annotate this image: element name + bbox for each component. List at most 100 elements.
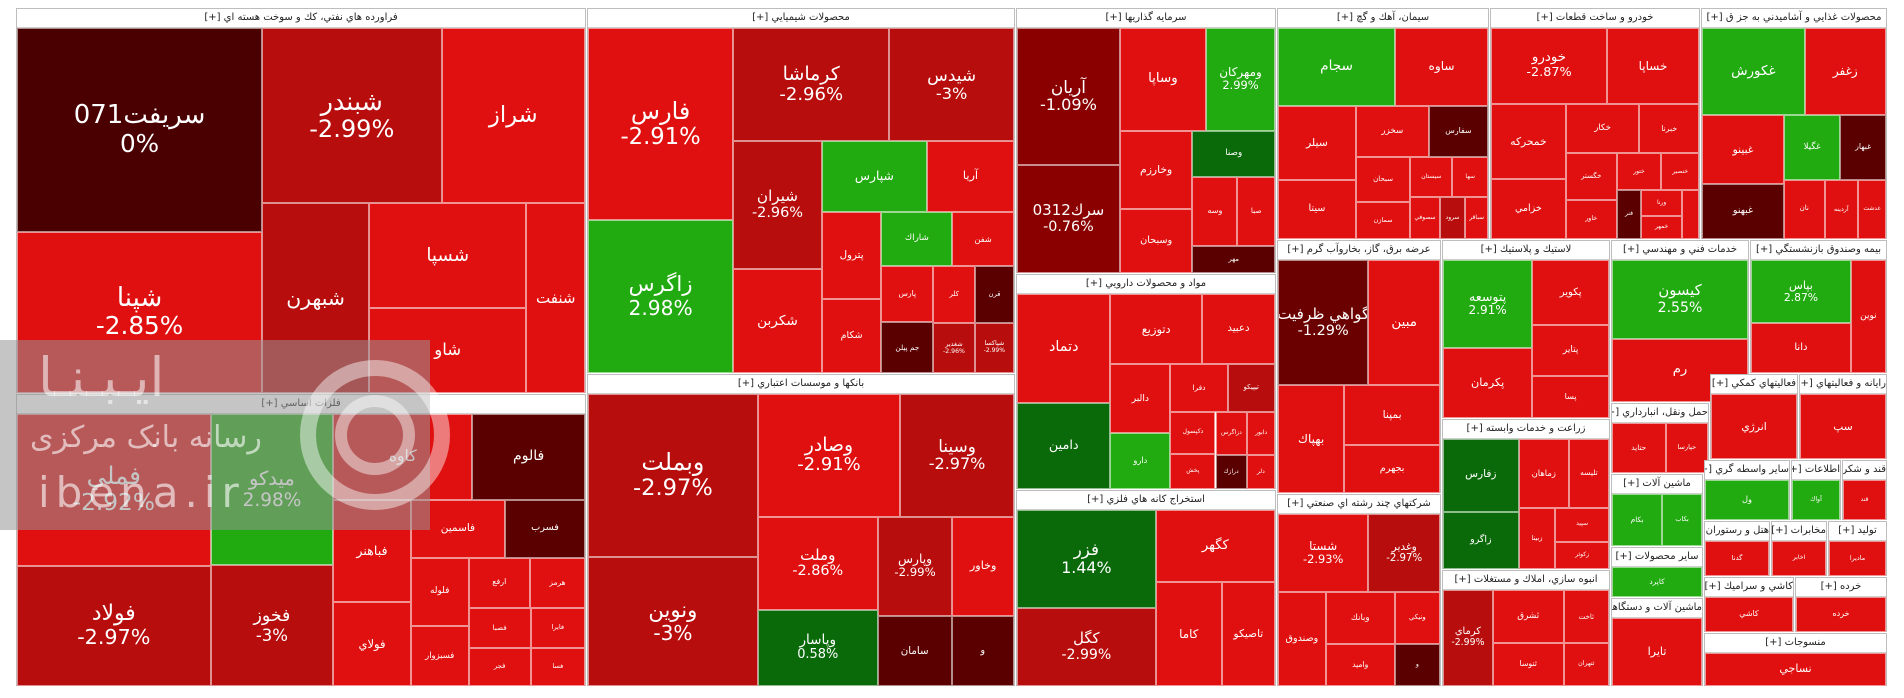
stock-cell[interactable]: خرده bbox=[1796, 597, 1886, 632]
stock-cell[interactable]: نان bbox=[1783, 179, 1825, 239]
stock-cell[interactable]: زاگرس 2.98% bbox=[588, 220, 734, 373]
stock-cell[interactable]: كرماي -2.99% bbox=[1443, 590, 1493, 686]
stock-cell[interactable]: ثاخت bbox=[1563, 590, 1609, 644]
stock-cell[interactable]: غدشت bbox=[1858, 179, 1886, 239]
stock-cell[interactable]: سفارس bbox=[1428, 105, 1488, 157]
stock-cell[interactable]: ثشرق bbox=[1492, 590, 1564, 644]
sector-title[interactable]: ساير واسطه گري [+] bbox=[1705, 461, 1789, 480]
stock-cell[interactable]: وساپا bbox=[1119, 28, 1207, 131]
stock-cell[interactable]: بجهرم bbox=[1344, 444, 1440, 493]
stock-cell[interactable]: شنفت bbox=[526, 203, 585, 393]
stock-cell[interactable]: تاصيكو bbox=[1221, 582, 1275, 686]
stock-cell[interactable]: فملي -2.92% bbox=[17, 414, 211, 566]
stock-cell[interactable]: ومهركان 2.99% bbox=[1206, 28, 1275, 131]
stock-cell[interactable]: مهر bbox=[1192, 246, 1275, 273]
stock-cell[interactable]: فالوم bbox=[472, 414, 585, 500]
sector-title[interactable]: توليد [+] bbox=[1829, 522, 1886, 541]
stock-cell[interactable]: زفارس bbox=[1443, 439, 1519, 512]
stock-cell[interactable]: فسرب bbox=[505, 499, 585, 558]
stock-cell[interactable]: سپ bbox=[1800, 394, 1886, 459]
stock-cell[interactable]: پتوسعه 2.91% bbox=[1443, 260, 1533, 349]
stock-cell[interactable]: شبهرن bbox=[262, 203, 369, 393]
sector-title[interactable]: رايانه و فعاليتهاي [+] bbox=[1800, 375, 1886, 394]
stock-cell[interactable]: شستا -2.93% bbox=[1278, 514, 1369, 593]
stock-cell[interactable]: دامين bbox=[1017, 402, 1111, 489]
stock-cell[interactable]: وبملت -2.97% bbox=[588, 394, 758, 557]
sector-title[interactable]: عرضه برق، گاز، بخاروآب گرم [+] bbox=[1278, 241, 1440, 260]
stock-cell[interactable]: ول bbox=[1705, 480, 1789, 520]
stock-cell[interactable]: فارس -2.91% bbox=[588, 28, 734, 221]
stock-cell[interactable]: وصندوق bbox=[1278, 592, 1326, 686]
stock-cell[interactable]: شپارس bbox=[821, 140, 927, 213]
stock-cell[interactable]: گدنا bbox=[1705, 541, 1769, 576]
stock-cell[interactable]: شپنا -2.85% bbox=[17, 231, 263, 393]
sector-title[interactable]: كاشي و سراميك [+] bbox=[1705, 578, 1793, 597]
stock-cell[interactable]: دتوزيع bbox=[1110, 294, 1202, 365]
stock-cell[interactable]: سيلر bbox=[1278, 105, 1356, 180]
stock-cell[interactable]: شكربن bbox=[733, 269, 822, 373]
sector-title[interactable]: محصولات غذايي و آشاميدني به جز ق [+] bbox=[1702, 9, 1886, 28]
stock-cell[interactable]: آريان -1.09% bbox=[1017, 28, 1120, 165]
stock-cell[interactable]: كرماشا -2.96% bbox=[733, 28, 890, 141]
stock-cell[interactable]: سرود bbox=[1439, 196, 1466, 239]
stock-cell[interactable]: خبرنا bbox=[1639, 104, 1699, 154]
stock-cell[interactable]: فنر bbox=[1616, 190, 1642, 239]
stock-cell[interactable]: شاو bbox=[368, 307, 527, 393]
sector-title[interactable]: قند و شكر [+] bbox=[1843, 461, 1886, 480]
stock-cell[interactable]: كگل -2.99% bbox=[1017, 608, 1156, 686]
stock-cell[interactable]: سباقر bbox=[1465, 196, 1488, 239]
stock-cell[interactable]: ونيكي bbox=[1394, 592, 1440, 644]
stock-cell[interactable]: فخوز -3% bbox=[210, 565, 334, 686]
stock-cell[interactable]: آريا bbox=[927, 140, 1014, 213]
sector-title[interactable]: استخراج كانه هاي فلزي [+] bbox=[1017, 491, 1275, 510]
stock-cell[interactable]: اخابر bbox=[1772, 541, 1826, 576]
stock-cell[interactable]: غبهنو bbox=[1702, 183, 1784, 239]
stock-cell[interactable]: خزامي bbox=[1491, 179, 1566, 239]
stock-cell[interactable]: وملت -2.86% bbox=[757, 516, 878, 611]
sector-title[interactable]: فعاليتهاي كمكي [+] bbox=[1711, 375, 1797, 394]
stock-cell[interactable]: شيدس -3% bbox=[889, 28, 1014, 141]
stock-cell[interactable]: خساپا bbox=[1607, 28, 1699, 105]
stock-cell[interactable]: پارس bbox=[881, 265, 934, 323]
stock-cell[interactable]: وصنا bbox=[1192, 130, 1275, 177]
stock-cell[interactable]: تليسه bbox=[1568, 439, 1609, 508]
stock-cell[interactable]: دزاگرس bbox=[1215, 411, 1248, 456]
stock-cell[interactable]: سخزر bbox=[1355, 105, 1429, 157]
stock-cell[interactable]: حپارسا bbox=[1665, 423, 1708, 473]
stock-cell[interactable]: فزر 1.44% bbox=[1017, 510, 1156, 609]
stock-cell[interactable]: واميد bbox=[1325, 644, 1395, 686]
stock-cell[interactable]: زغفر bbox=[1804, 28, 1886, 116]
stock-cell[interactable]: زماهان bbox=[1518, 439, 1569, 508]
stock-cell[interactable]: فجر bbox=[468, 648, 531, 686]
sector-title[interactable]: فراورده هاي نفتي، كك و سوخت هسته اي [+] bbox=[17, 9, 585, 28]
stock-cell[interactable]: شفن bbox=[952, 212, 1014, 266]
sector-title[interactable]: فلزات اساسي [+] bbox=[17, 395, 585, 414]
stock-cell[interactable]: خنصير bbox=[1661, 153, 1699, 191]
stock-cell[interactable]: سيتا bbox=[1278, 179, 1356, 239]
stock-cell[interactable]: شكام bbox=[821, 299, 882, 373]
sector-title[interactable]: سرمايه گذاريها [+] bbox=[1017, 9, 1275, 28]
stock-cell[interactable]: زبينا bbox=[1518, 507, 1556, 569]
stock-cell[interactable]: ميدكو 2.98% bbox=[210, 414, 334, 566]
stock-cell[interactable]: زكوثر bbox=[1555, 541, 1609, 569]
stock-cell[interactable]: تيپيكو bbox=[1227, 364, 1275, 412]
stock-cell[interactable]: خگستر bbox=[1565, 153, 1617, 201]
stock-cell[interactable]: خمهر bbox=[1641, 216, 1682, 239]
stock-cell[interactable]: كاما bbox=[1155, 582, 1222, 686]
stock-cell[interactable]: سبحان bbox=[1355, 156, 1411, 202]
stock-cell[interactable]: فباهنر bbox=[333, 499, 411, 602]
stock-cell[interactable]: و bbox=[1394, 643, 1440, 686]
sector-title[interactable]: مواد و محصولات دارويي [+] bbox=[1017, 275, 1275, 294]
stock-cell[interactable]: گواهي ظرفيت -1.29% bbox=[1278, 260, 1369, 386]
sector-title[interactable]: ماشين آلات [+] bbox=[1612, 475, 1702, 494]
stock-cell[interactable]: ثتهران bbox=[1563, 643, 1609, 686]
stock-cell[interactable]: فسبزوار bbox=[410, 626, 469, 686]
stock-cell[interactable]: مبين bbox=[1368, 260, 1440, 386]
stock-cell[interactable]: دالبر bbox=[1110, 364, 1171, 434]
stock-cell[interactable]: آردينه bbox=[1824, 179, 1858, 239]
stock-cell[interactable]: وسبحان bbox=[1119, 209, 1193, 273]
stock-cell[interactable]: وخارزم bbox=[1119, 130, 1193, 210]
stock-cell[interactable]: دانا bbox=[1751, 323, 1851, 373]
stock-cell[interactable]: بكام bbox=[1612, 494, 1663, 546]
stock-cell[interactable]: سريفت071 0% bbox=[17, 28, 263, 232]
